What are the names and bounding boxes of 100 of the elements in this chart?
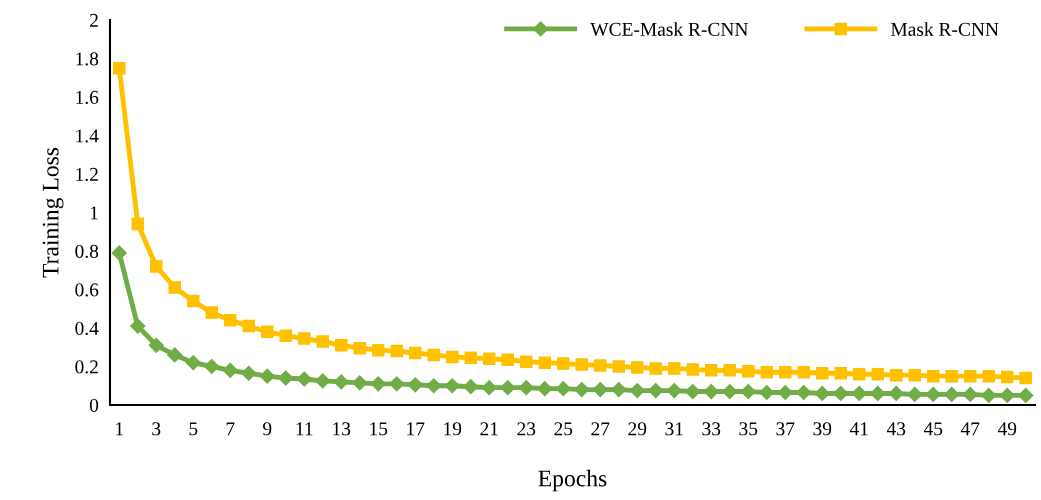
point bbox=[445, 350, 459, 364]
x-tick-label: 7 bbox=[226, 422, 235, 436]
x-tick-label: 45 bbox=[923, 422, 943, 436]
point bbox=[501, 353, 515, 367]
point bbox=[538, 356, 552, 369]
point bbox=[686, 363, 700, 376]
point bbox=[612, 360, 626, 373]
point bbox=[259, 368, 275, 384]
point bbox=[648, 382, 664, 399]
x-axis-title: Epochs bbox=[538, 469, 607, 492]
point bbox=[186, 294, 200, 308]
y-tick-label: 0.4 bbox=[75, 321, 99, 336]
x-tick-label: 31 bbox=[665, 422, 683, 436]
y-tick-label: 0.8 bbox=[75, 244, 99, 259]
x-tick-label: 35 bbox=[739, 422, 758, 436]
point bbox=[555, 381, 571, 397]
point bbox=[666, 382, 682, 399]
x-tick-label: 17 bbox=[407, 422, 425, 436]
point bbox=[889, 368, 903, 382]
point bbox=[778, 366, 792, 379]
point bbox=[834, 366, 848, 380]
x-tick-label: 29 bbox=[628, 422, 647, 436]
point bbox=[871, 367, 885, 381]
point bbox=[945, 369, 959, 383]
point bbox=[592, 382, 608, 398]
point bbox=[907, 386, 923, 402]
point bbox=[296, 371, 312, 387]
point bbox=[316, 335, 330, 348]
point bbox=[1019, 371, 1033, 385]
point bbox=[852, 367, 866, 381]
point bbox=[390, 344, 404, 358]
legend-label: Mask R-CNN bbox=[890, 22, 999, 36]
y-tick-label: 0.6 bbox=[75, 283, 99, 297]
point bbox=[130, 318, 146, 334]
point bbox=[131, 217, 145, 231]
x-tick-label: 13 bbox=[333, 422, 351, 436]
x-tick-label: 3 bbox=[152, 422, 161, 436]
point bbox=[908, 368, 922, 382]
point bbox=[426, 378, 442, 394]
point bbox=[111, 245, 127, 261]
point bbox=[1018, 387, 1034, 403]
point bbox=[723, 364, 737, 377]
y-tick-label: 1.6 bbox=[76, 90, 99, 105]
point bbox=[185, 355, 201, 371]
point bbox=[408, 346, 422, 360]
y-tick-label: 1.4 bbox=[76, 129, 99, 143]
point bbox=[962, 386, 978, 402]
point bbox=[464, 351, 478, 365]
point bbox=[926, 369, 940, 383]
y-tick-label: 2 bbox=[90, 13, 98, 27]
point bbox=[593, 359, 607, 372]
point bbox=[260, 325, 274, 339]
point bbox=[315, 373, 331, 389]
x-tick-label: 9 bbox=[263, 422, 272, 436]
point bbox=[148, 337, 164, 353]
point bbox=[925, 386, 941, 402]
point bbox=[241, 365, 257, 381]
point bbox=[630, 361, 644, 374]
y-tick-label: 1.2 bbox=[76, 167, 98, 182]
point bbox=[463, 379, 479, 395]
x-tick-label: 21 bbox=[480, 422, 498, 436]
point bbox=[353, 341, 367, 355]
point bbox=[760, 366, 774, 379]
point bbox=[334, 339, 348, 352]
point bbox=[537, 381, 553, 397]
point bbox=[149, 260, 163, 273]
point bbox=[741, 365, 755, 378]
point bbox=[370, 376, 386, 392]
y-tick-label: 1.8 bbox=[76, 52, 99, 66]
point bbox=[352, 375, 368, 391]
x-tick-label: 33 bbox=[702, 422, 721, 436]
point bbox=[444, 378, 460, 394]
point bbox=[574, 382, 590, 398]
x-tick-label: 37 bbox=[776, 422, 795, 436]
x-tick-label: 39 bbox=[813, 422, 832, 436]
point bbox=[222, 362, 238, 378]
point bbox=[649, 362, 663, 375]
x-tick-label: 11 bbox=[296, 422, 313, 436]
x-tick-label: 27 bbox=[591, 422, 610, 436]
y-tick-label: 0.2 bbox=[75, 360, 98, 374]
legend-label: WCE-Mask R-CNN bbox=[590, 22, 749, 37]
point bbox=[112, 61, 126, 75]
x-tick-label: 25 bbox=[554, 422, 573, 436]
point bbox=[519, 355, 533, 368]
point bbox=[333, 374, 349, 390]
x-tick-label: 47 bbox=[960, 422, 980, 436]
point bbox=[667, 362, 681, 375]
point bbox=[797, 366, 811, 379]
point bbox=[556, 357, 570, 370]
point bbox=[242, 319, 256, 333]
point bbox=[518, 380, 534, 396]
y-tick-label: 1 bbox=[90, 206, 98, 220]
x-tick-label: 15 bbox=[370, 422, 388, 436]
x-tick-label: 43 bbox=[886, 422, 906, 436]
y-axis-title: Training Loss bbox=[42, 147, 64, 278]
x-tick-label: 49 bbox=[997, 422, 1017, 436]
point bbox=[371, 343, 385, 357]
point bbox=[205, 306, 219, 319]
point bbox=[389, 376, 405, 392]
x-tick-label: 41 bbox=[849, 422, 868, 436]
